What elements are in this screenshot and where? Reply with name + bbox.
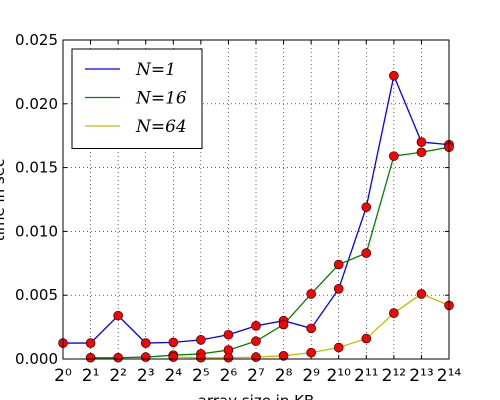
x-tick-label: 2⁸ (275, 366, 293, 386)
x-tick-label: 2¹² (382, 366, 406, 386)
data-point (306, 347, 316, 358)
data-point (113, 310, 123, 321)
y-tick-label: 0.010 (15, 222, 58, 240)
data-point (389, 151, 399, 161)
x-tick-label: 2⁴ (164, 366, 182, 386)
x-tick-label: 2³ (137, 366, 155, 386)
data-point (251, 321, 261, 331)
data-point (85, 352, 96, 363)
data-point (140, 352, 151, 362)
data-point (416, 137, 427, 147)
data-point (140, 338, 151, 348)
x-tick-label: 2⁹ (302, 366, 320, 386)
data-point (333, 342, 344, 353)
plot-frame (62, 39, 450, 360)
y-axis-label: time in sec (0, 159, 8, 241)
x-tick-label: 2¹⁰ (326, 366, 351, 386)
legend-label: N=1 (135, 60, 176, 80)
data-point (361, 333, 372, 344)
data-point (251, 336, 261, 346)
data-point (223, 352, 234, 363)
x-tick-label: 2⁶ (220, 366, 238, 386)
legend-box (71, 48, 203, 149)
legend-label: N=64 (135, 117, 187, 137)
data-point (278, 351, 289, 361)
data-point (306, 323, 316, 334)
data-point (85, 338, 96, 348)
y-tick-label: 0.000 (15, 350, 58, 368)
x-axis-label: array size in KB (198, 392, 315, 400)
data-point (278, 319, 289, 330)
data-point (113, 352, 123, 363)
y-tick-label: 0.005 (15, 286, 58, 304)
y-tick-label: 0.015 (15, 159, 58, 177)
data-point (196, 335, 206, 345)
x-tick-label: 2¹⁴ (437, 366, 462, 386)
data-point (333, 284, 344, 294)
x-tick-label: 2¹ (82, 366, 100, 386)
data-point (168, 337, 179, 348)
data-point (251, 352, 261, 362)
data-point (361, 248, 372, 258)
data-point (196, 352, 206, 363)
legend-label: N=16 (135, 89, 187, 109)
y-tick-label: 0.025 (15, 31, 58, 49)
data-point (416, 289, 427, 299)
x-tick-label: 2⁵ (192, 366, 210, 386)
data-point (223, 329, 234, 340)
data-point (333, 259, 344, 270)
x-tick-label: 2⁰ (54, 366, 72, 386)
data-point (168, 352, 179, 362)
x-tick-label: 2² (109, 366, 127, 386)
x-tick-label: 2¹³ (409, 366, 433, 386)
data-point (306, 289, 316, 299)
data-point (361, 202, 372, 212)
data-point (389, 70, 399, 81)
data-point (416, 147, 427, 158)
x-tick-label: 2⁷ (247, 366, 265, 386)
y-tick-label: 0.020 (15, 95, 58, 113)
data-point (389, 308, 399, 318)
series-line (90, 146, 450, 359)
x-tick-label: 2¹¹ (354, 366, 378, 386)
